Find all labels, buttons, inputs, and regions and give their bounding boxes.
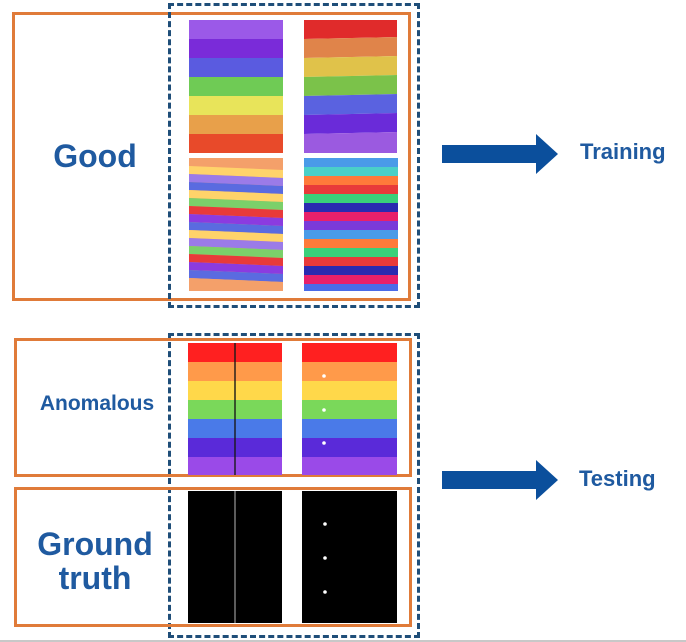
ground-truth-mask-1: [188, 491, 282, 623]
good-dashed-region: [168, 3, 420, 308]
ground-truth-frame: [14, 487, 412, 627]
bottom-divider: [0, 640, 686, 642]
ground-truth-mask-2: [302, 491, 397, 623]
good-sample-2: [304, 20, 397, 153]
anomalous-frame: [14, 338, 412, 477]
training-arrow: [442, 134, 558, 174]
test-dashed-region: [168, 333, 420, 638]
good-sample-1: [189, 20, 283, 153]
good-label: Good: [53, 138, 137, 174]
testing-label: Testing: [579, 466, 656, 491]
anomalous-sample-2: [302, 343, 397, 475]
good-sample-4: [304, 158, 398, 291]
ground-truth-label: Ground truth: [37, 526, 153, 596]
good-frame: [12, 12, 411, 301]
good-sample-3: [189, 158, 283, 291]
anomalous-label: Anomalous: [39, 392, 155, 415]
training-label: Training: [580, 139, 666, 164]
anomalous-sample-1: [188, 343, 282, 475]
testing-arrow: [442, 460, 558, 500]
